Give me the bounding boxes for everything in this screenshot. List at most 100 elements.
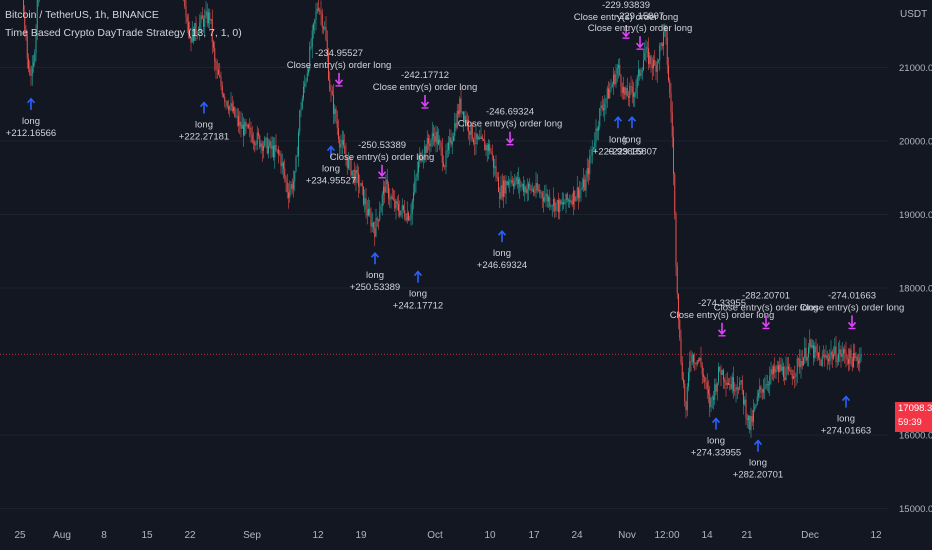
candle-body <box>241 124 243 129</box>
grid-lines <box>0 67 888 509</box>
candle-body <box>813 345 814 358</box>
time-tick: 15 <box>141 530 153 541</box>
candle-body <box>805 347 807 361</box>
candle-body <box>760 386 762 390</box>
candle-body <box>535 183 537 193</box>
candle-body <box>238 116 239 126</box>
candle-body <box>475 133 477 144</box>
candle-body <box>575 197 577 202</box>
candle-body <box>195 23 197 34</box>
bar-countdown: 59:39 <box>898 417 922 428</box>
close-pnl-label: -246.69324 <box>486 107 534 118</box>
candle-body <box>519 178 521 188</box>
candle-body <box>355 170 357 183</box>
candle-body <box>493 155 494 168</box>
candle-body <box>798 358 799 360</box>
candle-body <box>646 47 648 49</box>
candle-body <box>194 23 196 41</box>
time-axis[interactable]: 25 Aug 8 15 22 Sep 12 19 Oct 10 17 24 Nov 12:00 14 21 De… <box>14 530 882 541</box>
candle-body <box>713 396 714 400</box>
candle-body <box>754 406 756 410</box>
candle-body <box>346 158 348 168</box>
candle-body <box>31 66 33 76</box>
candle-body <box>499 192 501 199</box>
candle-body <box>300 109 302 111</box>
candle-body <box>603 108 604 110</box>
entry-text-label: long <box>707 436 725 447</box>
candle-body <box>676 266 678 294</box>
candle-body <box>510 179 512 182</box>
close-arrowhead-icon <box>505 138 515 144</box>
candle-body <box>740 380 742 382</box>
candle-body <box>380 206 382 213</box>
candle-body <box>544 196 546 202</box>
candle-body <box>843 349 844 354</box>
candle-body <box>834 346 836 355</box>
candle-body <box>733 376 734 391</box>
close-pnl-label: -250.53389 <box>358 140 406 151</box>
candle-body <box>504 180 506 194</box>
candle-body <box>693 354 694 363</box>
price-axis[interactable]: 25000.0024000.0023000.0022000.0021000.00… <box>899 0 932 515</box>
candle-body <box>724 379 726 382</box>
indicator-title[interactable]: Time Based Crypto DayTrade Strategy (13,… <box>5 27 242 39</box>
candle-body <box>330 90 332 92</box>
time-tick: 8 <box>101 530 107 541</box>
candle-body <box>329 79 331 91</box>
candle-body <box>664 25 666 32</box>
candle-body <box>626 88 628 97</box>
candle-body <box>590 155 592 156</box>
candle-body <box>293 181 294 189</box>
candle-body <box>221 85 223 95</box>
candle-body <box>360 183 362 186</box>
candle-body <box>706 382 708 390</box>
candle-body <box>215 61 217 70</box>
trade: -212.16566Close entry(s) order longlong+… <box>6 97 56 139</box>
candle-body <box>841 353 843 357</box>
candle-body <box>324 27 326 29</box>
candle-body <box>860 354 862 359</box>
candle-body <box>415 176 417 182</box>
candle-body <box>281 162 283 167</box>
candle-body <box>680 337 682 363</box>
candle-body <box>236 116 238 118</box>
candle-body <box>811 345 813 348</box>
candle-body <box>379 212 381 221</box>
candle-body <box>755 403 757 407</box>
candle-body <box>285 177 287 183</box>
candle-body <box>414 181 416 193</box>
time-tick: Nov <box>618 530 636 541</box>
candle-body <box>198 32 199 34</box>
candle-body <box>789 369 791 371</box>
candle-body <box>750 416 752 430</box>
candle-body <box>585 176 587 191</box>
candle-body <box>309 46 311 70</box>
candle-body <box>781 366 783 371</box>
candle-body <box>30 74 32 76</box>
candle-body <box>269 141 271 146</box>
candle-body <box>786 366 788 369</box>
candle-body <box>363 186 364 205</box>
candle-body <box>426 138 428 153</box>
symbol-title[interactable]: Bitcoin / TetherUS, 1h, BINANCE <box>5 9 159 21</box>
candle-body <box>240 121 242 129</box>
time-tick: 14 <box>701 530 713 541</box>
candle-body <box>464 115 466 121</box>
candle-body <box>371 222 373 227</box>
candle-body <box>594 142 596 148</box>
candle-body <box>439 139 441 143</box>
candle-body <box>663 31 664 47</box>
candle-body <box>294 171 296 182</box>
candle-body <box>354 169 356 183</box>
close-text-label: Close entry(s) order long <box>670 310 775 321</box>
candle-body <box>560 200 562 204</box>
candle-body <box>578 187 579 199</box>
candle-body <box>683 379 684 384</box>
candle-body <box>255 144 257 146</box>
candle-body <box>193 28 194 41</box>
candle-body <box>619 64 621 76</box>
candle-body <box>458 110 459 115</box>
candle-body <box>648 48 649 65</box>
